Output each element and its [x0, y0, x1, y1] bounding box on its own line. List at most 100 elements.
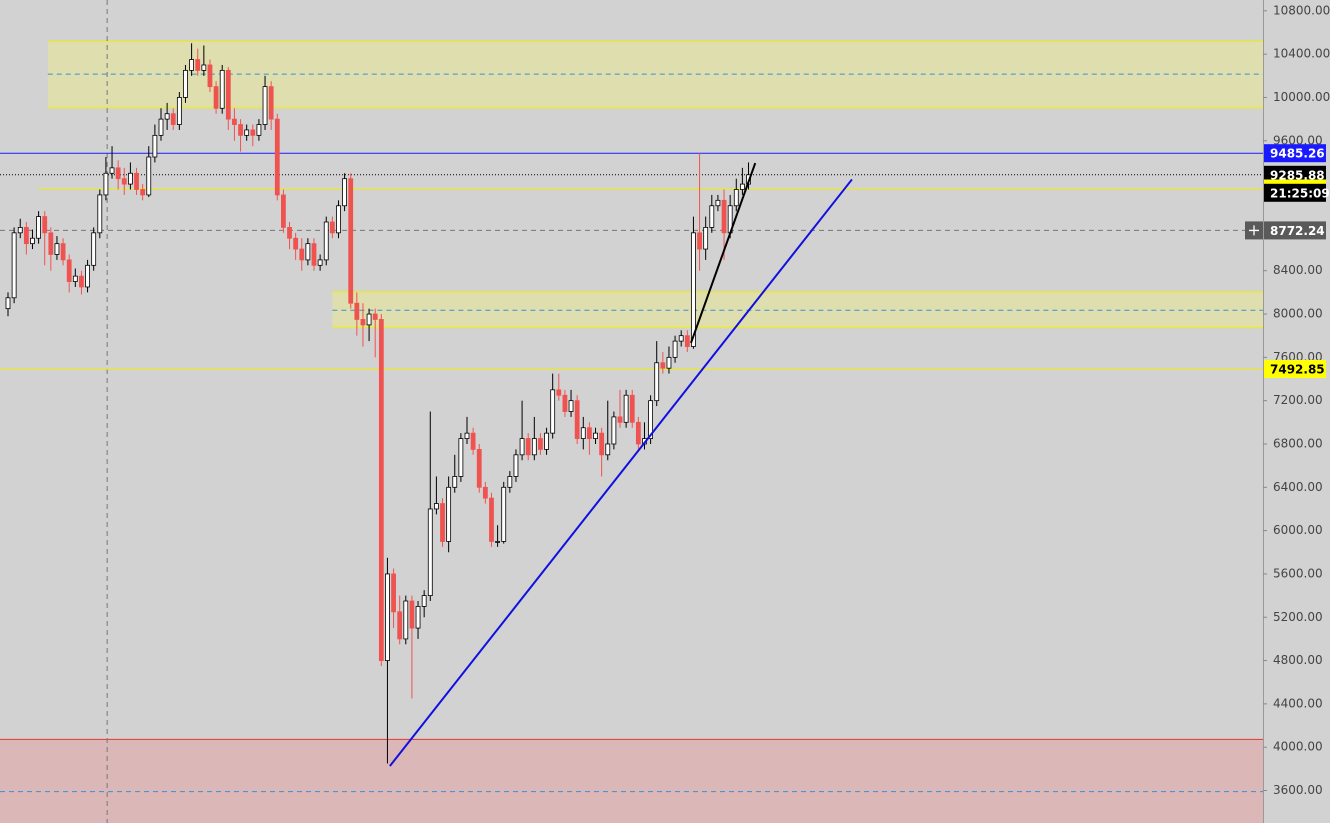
y-tick-label: 4800.00 — [1273, 653, 1323, 667]
candle-body — [482, 486, 488, 499]
candle-body — [232, 118, 237, 125]
candle-body — [733, 189, 739, 207]
candle-body — [678, 335, 684, 342]
candle-body — [366, 313, 372, 326]
candle-body — [109, 167, 115, 174]
candle-body — [207, 64, 213, 88]
candle-body — [225, 69, 231, 120]
candle-body — [452, 476, 458, 488]
candle-body — [305, 243, 311, 261]
candle-body — [721, 199, 727, 234]
candle-body — [611, 416, 617, 445]
candle-body — [262, 86, 268, 125]
candle-body — [648, 400, 653, 439]
candle-body — [433, 503, 439, 510]
y-tick-label: 6800.00 — [1273, 436, 1323, 450]
candle-body — [556, 389, 562, 396]
candle-body — [550, 389, 556, 434]
candle-body — [60, 243, 66, 261]
candle-body — [372, 313, 378, 320]
candle-body — [403, 600, 409, 640]
candle-body — [91, 232, 97, 266]
candle-body — [691, 232, 696, 347]
y-tick-label: 3600.00 — [1273, 783, 1323, 797]
candle-body — [201, 64, 207, 71]
candle-body — [378, 319, 384, 661]
candle-body — [127, 172, 133, 185]
candle-body — [317, 259, 323, 266]
candle-body — [293, 237, 299, 250]
candle-body — [85, 264, 90, 288]
candle-body — [238, 124, 243, 136]
candle-body — [703, 227, 709, 250]
candle-body — [715, 199, 721, 207]
candle-body — [17, 227, 23, 234]
countdown: 21:25:09 — [1270, 186, 1330, 200]
candle-body — [458, 438, 464, 477]
candle-body — [329, 221, 335, 234]
y-tick-label: 4400.00 — [1273, 696, 1323, 710]
candle-body — [684, 335, 690, 347]
countdown-bg — [1264, 183, 1326, 202]
candle-body — [268, 86, 274, 120]
candle-body — [507, 476, 513, 488]
candle-body — [629, 394, 635, 423]
candle-body — [464, 432, 470, 439]
candle-body — [299, 248, 305, 261]
candle-body — [409, 600, 415, 629]
y-tick-label: 9600.00 — [1273, 133, 1323, 147]
candle-body — [158, 118, 164, 136]
y-tick-label: 5200.00 — [1273, 610, 1323, 624]
candle-body — [79, 275, 84, 288]
candle-body — [525, 438, 531, 456]
candle-body — [11, 232, 17, 299]
candle-body — [385, 573, 390, 661]
y-tick-label: 10400.00 — [1273, 47, 1330, 61]
candle-body — [660, 362, 666, 369]
candle-body — [30, 237, 35, 245]
zone — [332, 291, 1263, 328]
candle-body — [635, 421, 641, 445]
candle-body — [183, 69, 188, 98]
y-tick-label: 6000.00 — [1273, 523, 1323, 537]
candle-body — [103, 172, 109, 196]
candle-body — [538, 438, 543, 450]
trendline — [389, 178, 853, 767]
candle-body — [323, 221, 329, 261]
crosshair-label: 8772.24 — [1270, 224, 1325, 238]
candle-body — [42, 216, 48, 234]
candle-body — [5, 297, 11, 310]
y-tick-label: 7200.00 — [1273, 393, 1323, 407]
candle-body — [587, 427, 592, 439]
y-tick-label: 4000.00 — [1273, 740, 1323, 754]
candle-body — [219, 69, 225, 109]
candle-body — [274, 118, 280, 196]
candle-body — [97, 194, 103, 234]
candle-body — [336, 205, 341, 234]
candle-body — [415, 606, 421, 629]
candle-body — [580, 427, 586, 439]
candle-body — [121, 178, 127, 185]
candle-body — [666, 356, 672, 369]
candle-body — [513, 454, 519, 477]
price-axis — [1264, 0, 1330, 823]
candle-body — [599, 432, 605, 456]
candle-body — [195, 59, 201, 71]
crosshair-label-bg — [1264, 221, 1326, 240]
candle-body — [531, 438, 537, 456]
candle-body — [354, 302, 360, 320]
candle-body — [176, 97, 182, 125]
candle-body — [213, 86, 219, 109]
candle-body — [348, 178, 354, 304]
candle-body — [115, 167, 121, 180]
candle-body — [134, 172, 139, 190]
trendline — [690, 162, 757, 344]
candle-body — [170, 113, 176, 125]
candle-body — [140, 189, 146, 196]
candle-body — [593, 432, 598, 439]
candle-body — [66, 259, 72, 282]
candle-body — [164, 113, 170, 120]
candle-body — [152, 134, 158, 158]
y-tick-label: 10000.00 — [1273, 90, 1330, 104]
